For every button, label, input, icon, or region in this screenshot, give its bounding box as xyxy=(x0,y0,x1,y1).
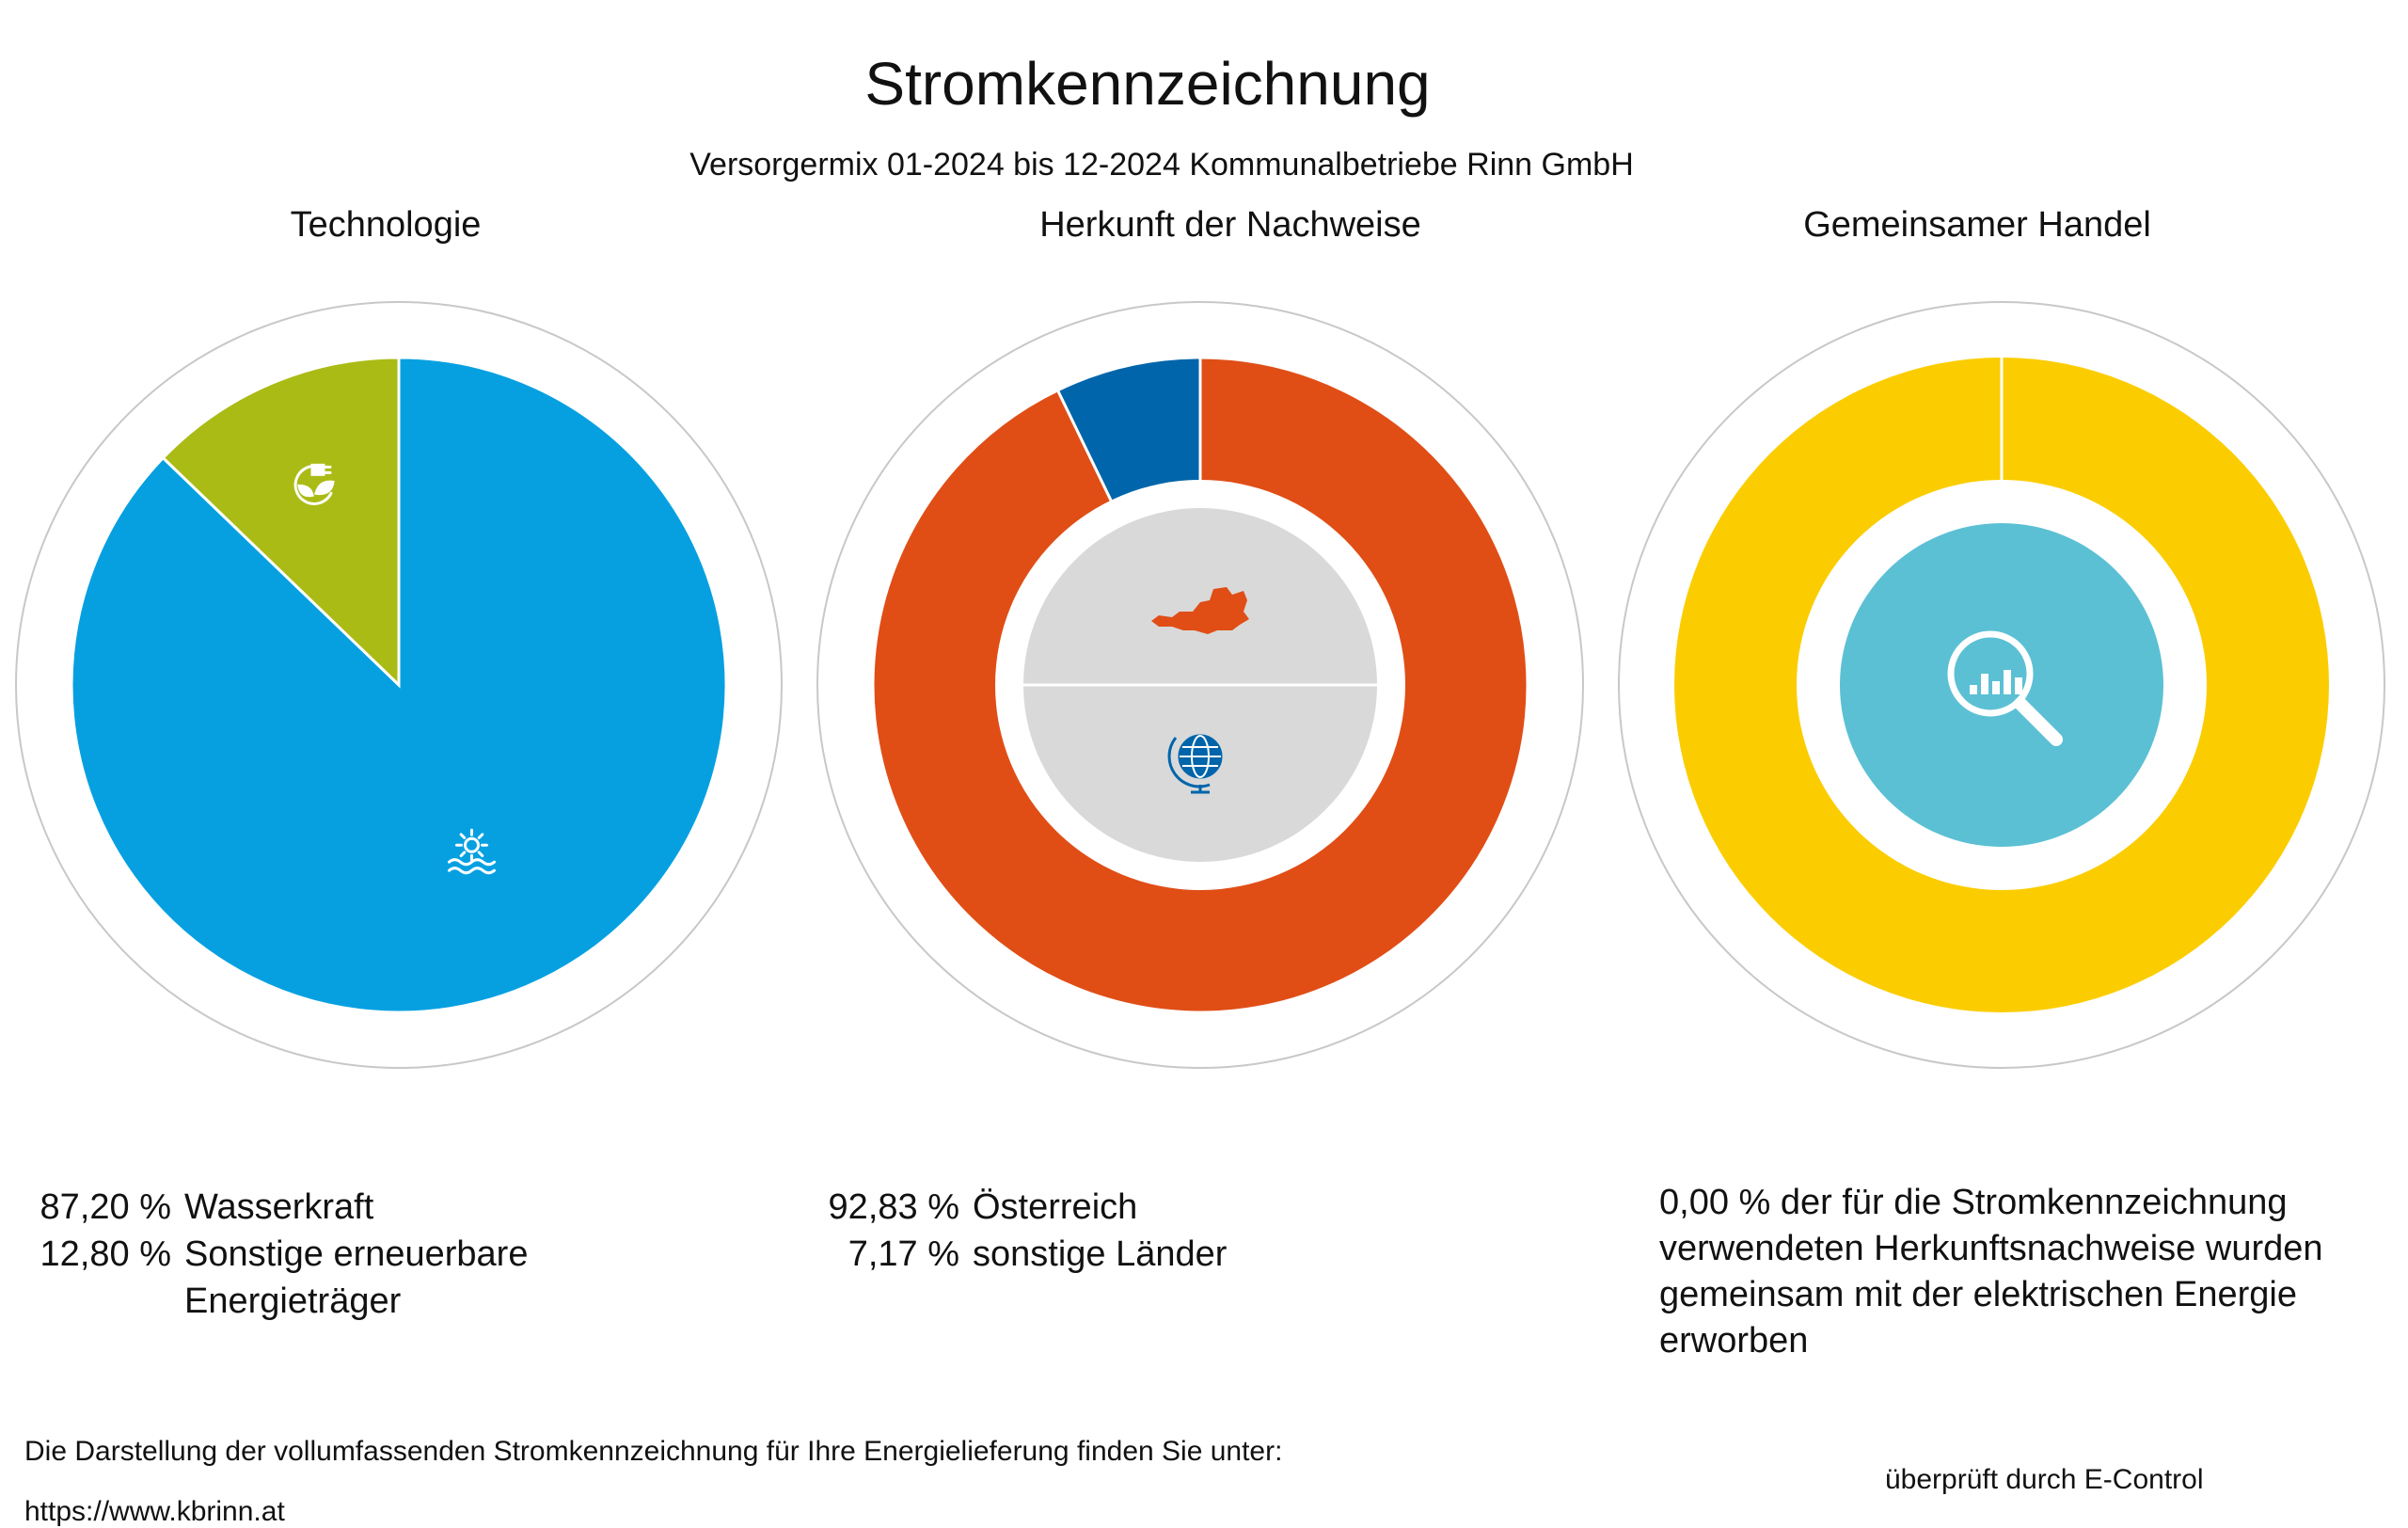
legend-row-wasserkraft: 87,20 % Wasserkraft xyxy=(28,1184,528,1231)
chart-title: Stromkennzeichnung xyxy=(864,50,1431,118)
legend-row-oesterreich: 92,83 % Österreich xyxy=(816,1184,1227,1231)
bar-mark xyxy=(2015,677,2022,694)
legend-value: 12,80 % xyxy=(40,1234,171,1274)
legend-label-continuation: Energieträger xyxy=(184,1281,402,1321)
chart-subtitle: Versorgermix 01-2024 bis 12-2024 Kommuna… xyxy=(689,147,1634,183)
legend-technologie: 87,20 % Wasserkraft 12,80 % Sonstige ern… xyxy=(28,1184,529,1325)
leaf-shape xyxy=(314,480,335,496)
handel-chart xyxy=(1618,301,2385,1069)
technologie-chart xyxy=(15,301,783,1069)
austria-map-icon xyxy=(1151,587,1249,634)
herkunft-chart xyxy=(816,301,1584,1069)
legend-label: Österreich xyxy=(973,1187,1138,1227)
footer-text: Die Darstellung der vollumfassenden Stro… xyxy=(24,1436,1283,1467)
legend-value: 87,20 % xyxy=(40,1187,171,1227)
legend-herkunft: 92,83 % Österreich 7,17 % sonstige Lände… xyxy=(816,1184,1228,1278)
legend-label: Sonstige erneuerbare xyxy=(184,1234,529,1274)
inner-disc xyxy=(1840,523,2163,847)
hydro-sun-waves-icon xyxy=(447,828,496,875)
analytics-magnifier-icon xyxy=(1947,630,2063,746)
plug-leaf-icon xyxy=(293,463,335,505)
sun-ray xyxy=(477,833,484,839)
austria-shape xyxy=(1151,587,1249,634)
sun-ray xyxy=(477,851,484,858)
footer-url[interactable]: https://www.kbrinn.at xyxy=(24,1496,285,1527)
bar-mark xyxy=(1970,685,1977,694)
plug-body xyxy=(310,463,325,476)
sun-shape xyxy=(463,836,480,853)
sun-ray xyxy=(459,851,467,858)
handel-notice: 0,00 % der für die Stromkennzeichnung ve… xyxy=(1659,1183,2323,1361)
bar-mark xyxy=(1981,674,1988,694)
slice-wasserkraft xyxy=(70,356,728,1014)
plug-arc xyxy=(293,464,333,505)
panel-title-handel: Gemeinsamer Handel xyxy=(1803,205,2151,245)
wave-shape xyxy=(447,858,496,867)
globe-icon xyxy=(1167,734,1223,794)
panel-title-technologie: Technologie xyxy=(290,205,482,245)
legend-row-sonstige-laender: 7,17 % sonstige Länder xyxy=(816,1231,1228,1278)
magnifier-lens xyxy=(1947,630,2034,717)
bar-mark xyxy=(1992,681,2000,694)
wave-shape xyxy=(447,867,496,875)
leaf-shape xyxy=(297,484,314,498)
bar-mark xyxy=(2004,670,2011,694)
legend-value: 92,83 % xyxy=(828,1187,959,1227)
legend-row-sonstige: 12,80 % Sonstige erneuerbare xyxy=(28,1231,529,1278)
slice-sonstige-erneuerbare-energieträger xyxy=(161,356,401,689)
legend-label: Wasserkraft xyxy=(184,1187,374,1227)
sun-ray xyxy=(459,833,467,839)
magnifier-handle xyxy=(2014,697,2063,746)
panel-title-herkunft: Herkunft der Nachweise xyxy=(1039,205,1421,245)
verified-by-econtrol: überprüft durch E-Control xyxy=(1885,1464,2204,1495)
legend-value: 7,17 % xyxy=(848,1234,959,1274)
legend-label: sonstige Länder xyxy=(973,1234,1228,1274)
slice-österreich xyxy=(871,356,1529,1014)
